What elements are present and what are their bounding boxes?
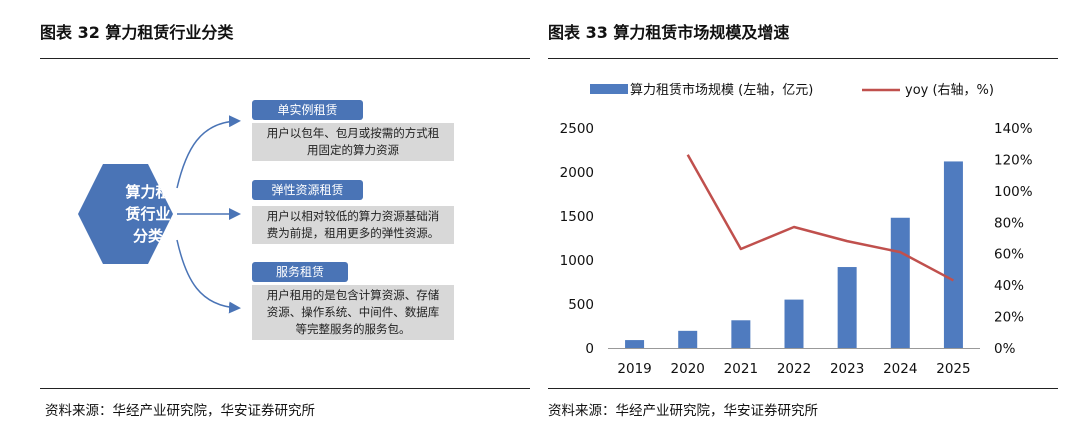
y-right-tick-label: 80% <box>994 215 1024 231</box>
hexagon-label-line: 赁行业 <box>125 205 171 223</box>
right-bottom-rule <box>548 388 1058 389</box>
desc-line: 用户租用的是包含计算资源、存储 <box>266 288 440 302</box>
right-figure-title: 图表 33 算力租赁市场规模及增速 <box>548 23 790 42</box>
bar-2020 <box>678 330 698 348</box>
x-tick-label: 2022 <box>777 361 811 377</box>
category-desc-service: 用户租用的是包含计算资源、存储 资源、操作系统、中间件、数据库 等完整服务的服务… <box>252 285 454 340</box>
y-left-tick-label: 0 <box>585 341 594 357</box>
bar-2023 <box>837 267 857 348</box>
x-tick-label: 2020 <box>671 361 705 377</box>
y-right-tick-label: 20% <box>994 310 1024 326</box>
y-left-tick-label: 1500 <box>560 209 594 225</box>
y-right-tick-label: 40% <box>994 278 1024 294</box>
right-top-rule <box>548 58 1058 59</box>
y-right-tick-label: 100% <box>994 184 1033 200</box>
hexagon-label-line: 算力租 <box>125 183 171 201</box>
hexagon-label-line: 分类 <box>132 227 163 245</box>
y-left-tick-label: 500 <box>568 297 594 313</box>
y-right-tick-label: 60% <box>994 247 1024 263</box>
legend-bar-swatch <box>590 84 628 94</box>
x-tick-label: 2023 <box>830 361 864 377</box>
category-tag-service: 服务租赁 <box>252 262 348 282</box>
bar-2022 <box>784 299 804 348</box>
yoy-line <box>686 154 955 282</box>
category-tag-elastic: 弹性资源租赁 <box>252 180 363 200</box>
y-right-tick-label: 0% <box>994 341 1016 357</box>
x-tick-label: 2024 <box>883 361 917 377</box>
x-tick-label: 2019 <box>617 361 651 377</box>
chart-legend: 算力租赁市场规模 (左轴，亿元) yoy (右轴，%) <box>590 82 994 98</box>
x-tick-label: 2025 <box>936 361 970 377</box>
legend-line-label: yoy (右轴，%) <box>905 83 994 98</box>
bar-2019 <box>625 340 645 348</box>
connector-arrow-bottom <box>176 239 241 314</box>
x-tick-label: 2021 <box>724 361 758 377</box>
y-left-tick-label: 2500 <box>560 121 594 137</box>
left-bottom-rule <box>40 388 530 389</box>
right-source-note: 资料来源：华经产业研究院，华安证券研究所 <box>548 403 818 419</box>
left-figure-title: 图表 32 算力租赁行业分类 <box>40 23 234 42</box>
left-source-note: 资料来源：华经产业研究院，华安证券研究所 <box>45 403 315 419</box>
y-left-tick-label: 1000 <box>560 253 594 269</box>
hexagon-label: 算力租 赁行业 分类 <box>103 164 193 264</box>
y-right-tick-label: 120% <box>994 152 1033 168</box>
desc-line: 用户以相对较低的算力资源基础消 <box>266 209 440 223</box>
classification-diagram <box>78 115 241 314</box>
category-desc-elastic: 用户以相对较低的算力资源基础消 费为前提，租用更多的弹性资源。 <box>252 206 454 244</box>
y-right-tick-label: 140% <box>994 121 1033 137</box>
left-top-rule <box>40 58 530 59</box>
bar-2025 <box>943 161 963 348</box>
desc-line: 用户以包年、包月或按需的方式租 <box>266 126 440 140</box>
desc-line: 费为前提，租用更多的弹性资源。 <box>266 226 440 240</box>
hexagon-shape <box>78 164 173 264</box>
market-size-chart: 算力租赁市场规模 (左轴，亿元) yoy (右轴，%) 0 500 1000 1500 20… <box>560 82 1033 377</box>
category-tag-single-instance: 单实例租赁 <box>252 100 363 120</box>
desc-line: 等完整服务的服务包。 <box>295 322 411 336</box>
category-desc-single-instance: 用户以包年、包月或按需的方式租 用固定的算力资源 <box>252 123 454 161</box>
desc-line: 资源、操作系统、中间件、数据库 <box>266 305 440 319</box>
desc-line: 用固定的算力资源 <box>307 143 399 157</box>
bar-2024 <box>890 217 910 348</box>
legend-bar-label: 算力租赁市场规模 (左轴，亿元) <box>630 82 813 98</box>
y-left-tick-label: 2000 <box>560 165 594 181</box>
bar-2021 <box>731 320 751 348</box>
connector-arrow-top <box>176 115 241 189</box>
